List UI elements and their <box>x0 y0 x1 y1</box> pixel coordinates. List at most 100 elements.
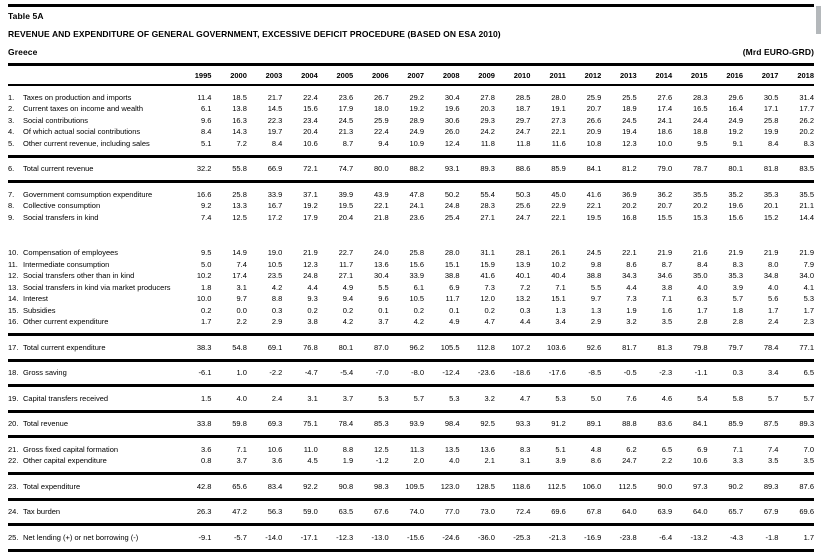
table-row: 20. Total revenue 33.8 59.8 69.3 75.1 78.4 85.3… <box>8 413 814 436</box>
cell-value: -25.3 <box>513 532 531 542</box>
table-row: 6. Total current revenue 32.2 55.8 66.9 72.1 7… <box>8 158 814 181</box>
table-row: 15. Subsidies 0.2 0.0 0.3 0.2 0.2 0.1 0.2 0.1 0.2 0… <box>8 305 814 317</box>
row-label-text: Social transfers in kind via market prod… <box>23 282 171 292</box>
cell-value: 17.7 <box>799 104 814 113</box>
cell-value: 5.0 <box>201 259 212 269</box>
row-label: 25. Net lending (+) or net borrowing (-) <box>8 526 176 549</box>
cell-value: 21.9 <box>657 248 673 257</box>
cell-value: 6.1 <box>413 282 425 292</box>
cell-value: 12.4 <box>444 138 460 148</box>
cell-value: 4.0 <box>449 456 460 465</box>
cell-value: -8.0 <box>411 368 425 377</box>
cell-value: 19.2 <box>303 201 318 210</box>
cell-value: 107.2 <box>511 342 531 352</box>
year-column-header: 2008 <box>424 66 460 86</box>
row-number: 12. <box>8 271 19 280</box>
row-label-text: Total expenditure <box>23 481 81 491</box>
cell-value: 123.0 <box>440 481 460 491</box>
cell-value: 24.0 <box>374 248 389 257</box>
cell-value: -4.3 <box>730 532 743 542</box>
cell-value: 35.3 <box>728 271 743 280</box>
cell-value: -1.2 <box>375 456 389 465</box>
cell-value: 28.9 <box>409 115 425 125</box>
cell-value: 7.3 <box>626 294 637 303</box>
year-column-header: 2015 <box>672 66 708 86</box>
cell-value: 8.3 <box>803 138 814 148</box>
table-row: 10. Compensation of employees 9.5 14.9 19.0 2… <box>8 242 814 259</box>
cell-value: 21.8 <box>374 212 389 222</box>
cell-value: 1.7 <box>803 305 814 315</box>
row-label: 21. Gross fixed capital formation <box>8 438 176 455</box>
cell-value: 34.6 <box>657 271 673 280</box>
cell-value: 11.3 <box>410 444 425 454</box>
cell-value: 67.6 <box>374 507 389 516</box>
cell-value: 7.4 <box>201 212 212 222</box>
cell-value: 65.7 <box>728 507 743 516</box>
cell-value: 63.5 <box>338 507 354 516</box>
section-rule <box>8 409 814 413</box>
cell-value: 8.0 <box>768 259 779 269</box>
edp-table-page: Table 5A REVENUE AND EXPENDITURE OF GENE… <box>8 4 814 552</box>
cell-value: 26.7 <box>374 92 389 102</box>
cell-value: 0.8 <box>201 456 212 465</box>
cell-value: 7.1 <box>236 444 247 454</box>
cell-value: 69.6 <box>551 507 566 516</box>
row-label-text: Net lending (+) or net borrowing (-) <box>23 532 139 542</box>
cell-value: 0.3 <box>519 305 531 315</box>
cell-value: 24.8 <box>444 201 460 210</box>
cell-value: 21.9 <box>303 248 318 257</box>
cell-value: 22.3 <box>267 115 283 125</box>
cell-value: 89.3 <box>763 481 779 491</box>
cell-value: 6.3 <box>697 294 708 303</box>
cell-value: 11.7 <box>445 294 460 303</box>
cell-value: 84.1 <box>692 419 708 428</box>
row-label: 5. Other current revenue, including sales <box>8 138 176 155</box>
cell-value: 15.6 <box>303 104 318 113</box>
cell-value: 13.8 <box>232 104 247 113</box>
cell-value: 74.7 <box>338 164 354 173</box>
cell-value: -15.6 <box>406 532 425 542</box>
cell-value: 78.4 <box>338 419 354 428</box>
cell-value: 37.1 <box>303 189 318 199</box>
cell-value: 4.1 <box>803 282 814 292</box>
cell-value: 0.1 <box>378 305 389 315</box>
cell-value: 3.7 <box>342 393 354 403</box>
cell-value: 35.5 <box>692 189 708 199</box>
cell-value: 3.5 <box>803 456 814 465</box>
cell-value: 18.5 <box>232 92 247 102</box>
cell-value: -12.3 <box>336 532 354 542</box>
cell-value: 69.1 <box>267 342 283 352</box>
cell-value: 24.5 <box>622 115 637 125</box>
cell-value: 36.2 <box>657 189 673 199</box>
cell-value: 112.5 <box>547 481 566 491</box>
cell-value: 17.9 <box>338 104 354 113</box>
year-column-header: 2014 <box>636 66 673 86</box>
cell-value: 13.6 <box>480 444 495 454</box>
data-table: 1995 2000 2003 2004 2005 2006 2007 2008 2009 2010… <box>8 66 814 552</box>
cell-value: 21.9 <box>763 248 779 257</box>
cell-value: 4.7 <box>484 317 495 326</box>
row-number: 25. <box>8 532 19 542</box>
cell-value: 81.2 <box>622 164 637 173</box>
scrollbar-thumb[interactable] <box>816 6 821 34</box>
cell-value: 18.6 <box>657 127 673 136</box>
cell-value: 15.1 <box>444 259 460 269</box>
cell-value: 7.4 <box>768 444 779 454</box>
header-rule <box>8 63 814 66</box>
cell-value: 78.4 <box>763 342 779 352</box>
cell-value: 18.8 <box>692 127 708 136</box>
cell-value: 16.7 <box>267 201 283 210</box>
cell-value: 79.8 <box>692 342 708 352</box>
cell-value: 25.8 <box>763 115 779 125</box>
row-label-text: Taxes on production and imports <box>23 92 132 102</box>
cell-value: 7.0 <box>803 444 814 454</box>
cell-value: 81.8 <box>763 164 779 173</box>
cell-value: 22.4 <box>303 92 318 102</box>
section-rule <box>8 180 814 183</box>
cell-value: 27.8 <box>480 92 495 102</box>
cell-value: 59.8 <box>232 419 247 428</box>
cell-value: 78.7 <box>692 164 708 173</box>
cell-value: 26.1 <box>551 248 566 257</box>
cell-value: 1.8 <box>201 282 212 292</box>
cell-value: 4.4 <box>626 282 637 292</box>
